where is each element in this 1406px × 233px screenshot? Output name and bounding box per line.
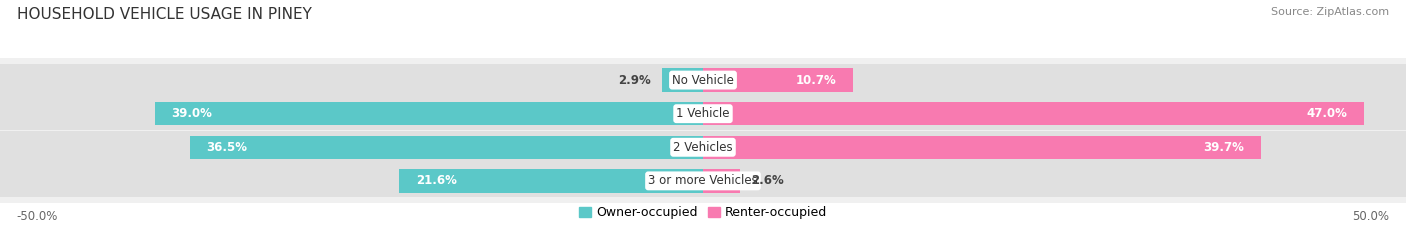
Bar [662,68,703,92]
Text: 36.5%: 36.5% [207,141,247,154]
Bar [0,164,1406,197]
Text: 39.0%: 39.0% [172,107,212,120]
Text: 39.7%: 39.7% [1204,141,1244,154]
Text: 21.6%: 21.6% [416,174,457,187]
Text: No Vehicle: No Vehicle [672,74,734,87]
Bar [703,68,853,92]
Text: 3 or more Vehicles: 3 or more Vehicles [648,174,758,187]
Text: 47.0%: 47.0% [1306,107,1347,120]
Text: 50.0%: 50.0% [1353,210,1389,223]
Bar [399,169,703,193]
Text: 2.9%: 2.9% [619,74,651,87]
Legend: Owner-occupied, Renter-occupied: Owner-occupied, Renter-occupied [574,201,832,224]
Text: -50.0%: -50.0% [17,210,58,223]
Text: 2.6%: 2.6% [751,174,783,187]
Text: 10.7%: 10.7% [796,74,837,87]
Text: Source: ZipAtlas.com: Source: ZipAtlas.com [1271,7,1389,17]
Bar [703,169,740,193]
Bar [0,64,1406,96]
Bar [190,136,703,159]
Bar [0,97,1406,130]
Text: 2 Vehicles: 2 Vehicles [673,141,733,154]
Bar [155,102,703,125]
Bar [703,102,1364,125]
Bar [703,136,1261,159]
Text: HOUSEHOLD VEHICLE USAGE IN PINEY: HOUSEHOLD VEHICLE USAGE IN PINEY [17,7,312,22]
Text: 1 Vehicle: 1 Vehicle [676,107,730,120]
Bar [0,131,1406,164]
